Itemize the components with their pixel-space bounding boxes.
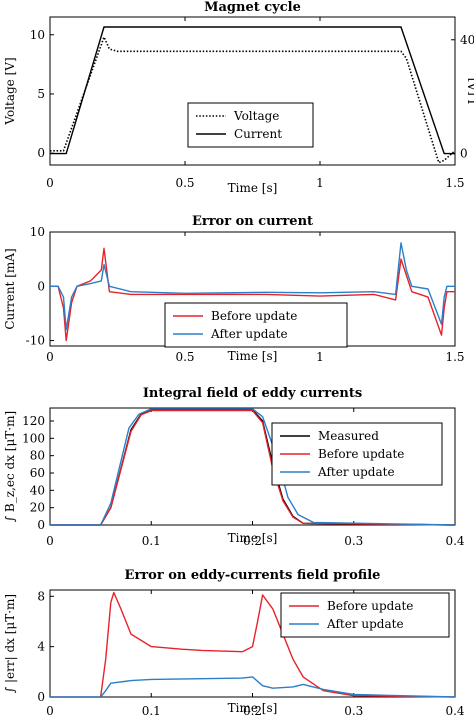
y-tick-label: 4	[37, 640, 45, 654]
legend-box	[187, 102, 314, 148]
y-axis-label: ∫ B_z,ec dx [μT·m]	[3, 411, 17, 522]
y-axis-label: Current [mA]	[3, 248, 17, 329]
plot-frame	[49, 16, 456, 166]
y-tick-label: 10	[30, 225, 45, 239]
x-tick-label: 1.5	[445, 350, 464, 364]
y-tick-label: 8	[37, 589, 45, 603]
y-tick-label: 120	[22, 414, 45, 428]
y-tick-label: 0	[37, 279, 45, 293]
y-axis-label: ∫ |err| dx [μT·m]	[3, 594, 17, 693]
x-tick-label: 0.5	[175, 350, 194, 364]
y-tick-label: 100	[22, 431, 45, 445]
series-line-2	[50, 242, 455, 331]
x-tick-label: 0.2	[243, 704, 262, 718]
chart-panel-3: Integral field of eddy currents 0 0.1 0.2 0.…	[3, 386, 465, 548]
legend-label: After update	[326, 617, 404, 631]
legend-label: Before update	[211, 309, 297, 323]
series-line-1	[50, 591, 456, 698]
legend: Voltage Current	[187, 102, 314, 148]
legend: Measured Before update After update	[271, 422, 443, 486]
x-tick-label: 0.1	[142, 534, 161, 548]
x-tick-label: 0	[46, 176, 54, 190]
legend-label: Before update	[327, 599, 413, 613]
y-axis-label: Voltage [V]	[3, 57, 17, 125]
x-tick-label: 0.5	[175, 176, 194, 190]
legend-box	[280, 592, 450, 638]
legend-label: After update	[210, 327, 288, 341]
x-tick-label: 0.3	[344, 704, 363, 718]
x-tick-label: 1.5	[445, 176, 464, 190]
x-tick-label: 0	[46, 350, 54, 364]
chart-title: Error on current	[192, 214, 313, 229]
y-tick-label: -10	[26, 334, 45, 348]
x-tick-label: 1	[316, 176, 324, 190]
y-tick-label: 60	[30, 466, 45, 480]
y-tick-label: 10	[30, 28, 45, 42]
legend: Before update After update	[164, 302, 348, 348]
x-tick-label: 0.2	[243, 534, 262, 548]
x-axis-label: Time [s]	[228, 181, 278, 195]
legend-box	[164, 302, 348, 348]
x-tick-label: 0.4	[445, 704, 464, 718]
series-line-2	[50, 676, 456, 698]
y-axis-right-label: I [A]	[466, 78, 474, 105]
legend-label: Current	[234, 127, 282, 141]
x-tick-label: 1	[316, 350, 324, 364]
x-axis-label: Time [s]	[228, 701, 278, 715]
y-tick-label: 0	[37, 146, 45, 160]
series-line-2	[50, 409, 456, 526]
x-axis-label: Time [s]	[228, 349, 278, 363]
y-tick-label: 40	[30, 483, 45, 497]
legend-label: After update	[317, 465, 395, 479]
x-tick-label: 0	[46, 534, 54, 548]
legend-label: Before update	[318, 447, 404, 461]
legend-label: Voltage	[233, 109, 279, 123]
y-tick-label: 0	[37, 690, 45, 704]
chart-panel-1: Magnet cycle 0 0.5 1 1.5 0 5 10 0 40 I [A] Time [s]…	[3, 0, 474, 195]
y-tick-label: 5	[37, 87, 45, 101]
chart-title: Magnet cycle	[204, 0, 301, 15]
x-tick-label: 0.4	[445, 534, 464, 548]
y-tick-label: 20	[30, 501, 45, 515]
legend-label: Measured	[318, 429, 379, 443]
series-line-3	[50, 408, 456, 526]
chart-panel-4: Error on eddy-currents field profile 0 0.1…	[3, 568, 465, 718]
x-tick-label: 0	[46, 704, 54, 718]
chart-title: Error on eddy-currents field profile	[125, 568, 381, 583]
series-line-1	[50, 247, 455, 342]
x-tick-label: 0.1	[142, 704, 161, 718]
y-right-tick-label: 0	[460, 147, 468, 161]
x-axis-label: Time [s]	[228, 531, 278, 545]
y-right-tick-label: 40	[460, 33, 474, 47]
chart-title: Integral field of eddy currents	[143, 386, 362, 401]
series-line-2	[50, 26, 455, 155]
legend: Before update After update	[280, 592, 450, 638]
y-tick-label: 0	[37, 518, 45, 532]
x-tick-label: 0.3	[344, 534, 363, 548]
y-tick-label: 80	[30, 449, 45, 463]
